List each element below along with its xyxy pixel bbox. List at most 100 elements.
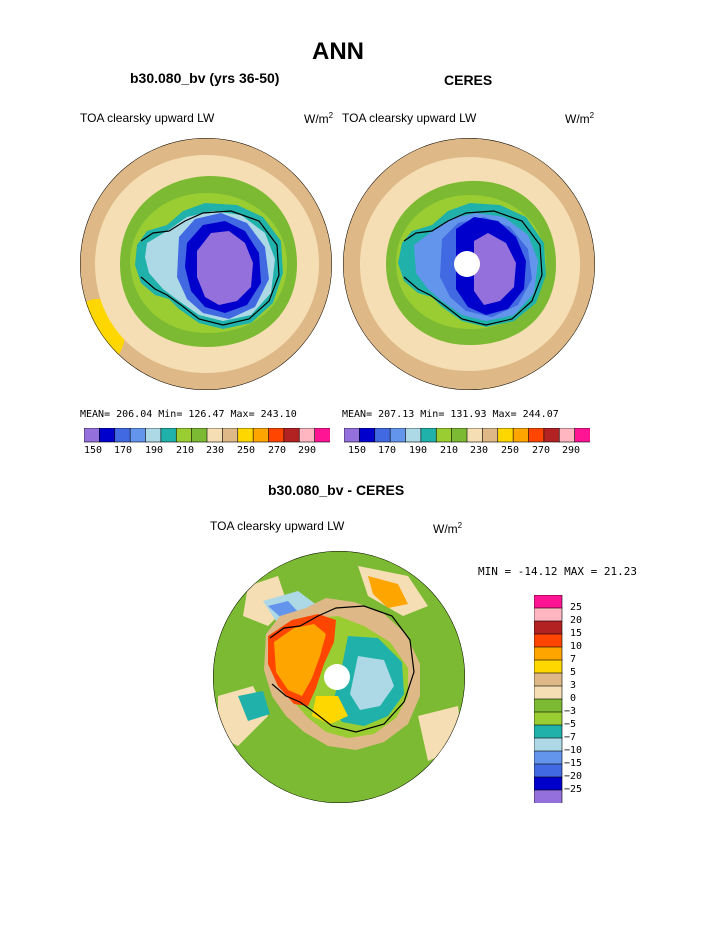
colorbar-swatch xyxy=(534,633,563,648)
colorbar-swatch xyxy=(534,789,563,803)
cb-label: 230 xyxy=(206,445,225,456)
panel-1-units: W/m2 xyxy=(304,111,334,126)
panel-1-colorbar-labels: 150 170 190 210 230 250 270 290 xyxy=(84,445,330,459)
colorbar-swatch xyxy=(160,428,177,443)
cb-label: 25 xyxy=(570,602,583,613)
cb-label: 230 xyxy=(470,445,489,456)
colorbar-swatch xyxy=(512,428,530,443)
diff-units: W/m2 xyxy=(433,521,463,536)
cb-label: −15 xyxy=(564,758,583,769)
colorbar-swatch xyxy=(534,659,563,674)
colorbar-swatch xyxy=(534,607,563,622)
cb-label: 10 xyxy=(570,641,583,652)
panel-2-title: CERES xyxy=(444,72,493,88)
colorbar-swatch xyxy=(534,685,563,700)
cb-label: 0 xyxy=(570,693,577,704)
colorbar-swatch xyxy=(534,776,563,791)
panel-2-stats: MEAN= 207.13 Min= 131.93 Max= 244.07 xyxy=(342,409,559,420)
cb-label: 20 xyxy=(570,615,583,626)
cb-label: 250 xyxy=(501,445,520,456)
cb-label: 210 xyxy=(176,445,195,456)
panel-1-variable: TOA clearsky upward LW xyxy=(80,111,215,125)
colorbar-swatch xyxy=(314,428,330,443)
colorbar-swatch xyxy=(534,763,563,778)
pole-hole xyxy=(324,664,350,690)
cb-label: 15 xyxy=(570,628,583,639)
colorbar-swatch xyxy=(191,428,208,443)
cb-label: −20 xyxy=(564,771,583,782)
colorbar-swatch xyxy=(129,428,147,443)
panel-2-units: W/m2 xyxy=(565,111,595,126)
cb-label: 290 xyxy=(562,445,581,456)
panel-1-colorbar xyxy=(84,428,330,443)
cb-label: 7 xyxy=(570,654,577,665)
colorbar-swatch xyxy=(534,595,563,609)
cb-label: 150 xyxy=(84,445,103,456)
colorbar-swatch xyxy=(222,428,239,443)
cb-label: 150 xyxy=(348,445,367,456)
colorbar-swatch xyxy=(534,750,563,765)
panel-2-colorbar xyxy=(344,428,590,443)
panel-1-stats: MEAN= 206.04 Min= 126.47 Max= 243.10 xyxy=(80,409,297,420)
cb-label: −7 xyxy=(564,732,577,743)
colorbar-swatch xyxy=(145,428,162,443)
diff-variable: TOA clearsky upward LW xyxy=(210,519,345,533)
ceres-polar-map xyxy=(343,138,595,390)
diff-colorbar xyxy=(534,595,563,803)
colorbar-swatch xyxy=(534,698,563,713)
colorbar-swatch xyxy=(298,428,316,443)
cb-label: 210 xyxy=(440,445,459,456)
colorbar-swatch xyxy=(84,428,100,443)
colorbar-swatch xyxy=(574,428,590,443)
cb-label: 270 xyxy=(532,445,551,456)
colorbar-swatch xyxy=(359,428,376,443)
model-polar-map xyxy=(80,138,332,390)
diff-minmax: MIN = -14.12 MAX = 21.23 xyxy=(478,565,637,578)
cb-label: 290 xyxy=(298,445,317,456)
colorbar-swatch xyxy=(466,428,483,443)
colorbar-swatch xyxy=(497,428,514,443)
colorbar-swatch xyxy=(252,428,270,443)
colorbar-swatch xyxy=(114,428,131,443)
cb-label: 170 xyxy=(114,445,133,456)
cb-label: 3 xyxy=(570,680,577,691)
colorbar-swatch xyxy=(175,428,193,443)
colorbar-swatch xyxy=(237,428,254,443)
pole-hole xyxy=(454,251,480,277)
colorbar-swatch xyxy=(435,428,453,443)
cb-label: −25 xyxy=(564,784,583,795)
cb-label: 190 xyxy=(409,445,428,456)
colorbar-swatch xyxy=(451,428,468,443)
colorbar-swatch xyxy=(534,724,563,739)
colorbar-swatch xyxy=(543,428,560,443)
colorbar-swatch xyxy=(534,711,563,726)
colorbar-swatch xyxy=(99,428,116,443)
colorbar-swatch xyxy=(534,620,563,635)
diff-title: b30.080_bv - CERES xyxy=(268,482,405,498)
cb-label: 170 xyxy=(378,445,397,456)
diff-colorbar-labels: 25 20 15 10 7 5 3 0 −3 −5 −7 −10 −15 −20… xyxy=(564,595,608,803)
colorbar-swatch xyxy=(389,428,407,443)
cb-label: −10 xyxy=(564,745,583,756)
cb-label: 190 xyxy=(145,445,164,456)
colorbar-swatch xyxy=(344,428,360,443)
cb-label: −5 xyxy=(564,719,577,730)
cb-label: 270 xyxy=(268,445,287,456)
panel-1-title: b30.080_bv (yrs 36-50) xyxy=(130,70,280,86)
cb-label: 5 xyxy=(570,667,577,678)
colorbar-swatch xyxy=(534,646,563,661)
colorbar-swatch xyxy=(534,672,563,687)
colorbar-swatch xyxy=(283,428,300,443)
colorbar-swatch xyxy=(206,428,223,443)
colorbar-swatch xyxy=(482,428,499,443)
colorbar-swatch xyxy=(558,428,576,443)
panel-2-variable: TOA clearsky upward LW xyxy=(342,111,477,125)
difference-polar-map xyxy=(213,551,465,803)
cb-label: 250 xyxy=(237,445,256,456)
colorbar-swatch xyxy=(268,428,285,443)
page-title: ANN xyxy=(312,38,364,65)
colorbar-swatch xyxy=(528,428,545,443)
colorbar-swatch xyxy=(405,428,422,443)
colorbar-swatch xyxy=(420,428,437,443)
colorbar-swatch xyxy=(534,737,563,752)
